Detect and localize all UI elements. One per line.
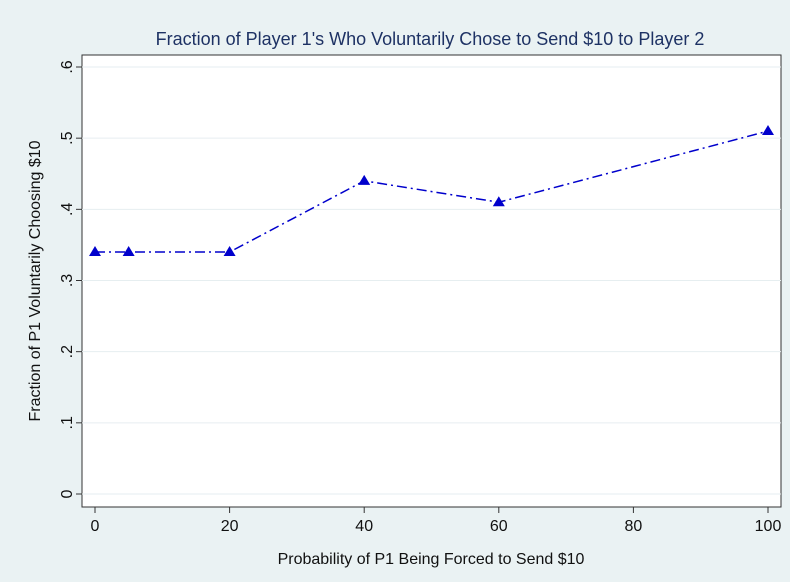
marker (492, 196, 505, 207)
y-tick-label: .1 (59, 416, 76, 429)
x-axis-label: Probability of P1 Being Forced to Send $… (278, 551, 585, 568)
y-tick-label: .6 (59, 60, 76, 73)
y-tick-label: .5 (59, 131, 76, 144)
y-axis-label: Fraction of P1 Voluntarily Choosing $10 (27, 140, 44, 421)
marker (358, 174, 371, 185)
x-tick-label: 60 (490, 518, 508, 535)
x-tick-label: 20 (221, 518, 239, 535)
y-tick-label: 0 (59, 489, 76, 498)
x-tick-label: 100 (755, 518, 782, 535)
marker (122, 246, 135, 257)
y-tick-label: .4 (59, 203, 76, 216)
y-tick-label: .2 (59, 345, 76, 358)
x-tick-label: 0 (91, 518, 100, 535)
x-tick-label: 40 (355, 518, 373, 535)
marker (223, 246, 236, 257)
marker (89, 246, 101, 257)
x-tick-label: 80 (625, 518, 643, 535)
series-line (95, 130, 769, 253)
y-tick-label: .3 (59, 274, 76, 287)
chart-title: Fraction of Player 1's Who Voluntarily C… (156, 29, 705, 49)
marker (762, 125, 774, 136)
